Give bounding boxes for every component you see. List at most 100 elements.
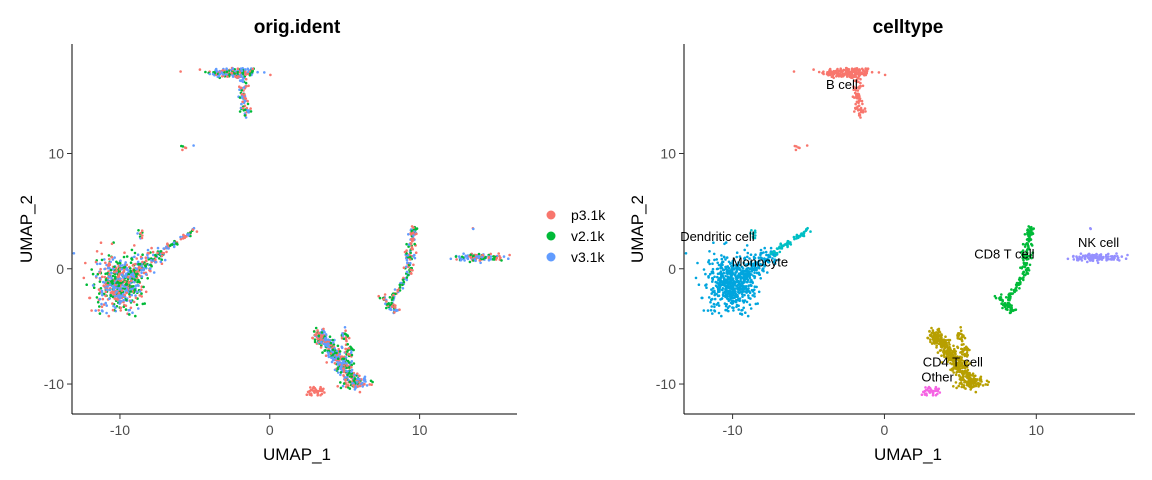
point-v3-1k bbox=[224, 73, 228, 76]
point-cd4-t-cell bbox=[960, 339, 964, 343]
point-monocyte bbox=[745, 280, 749, 284]
point-monocyte bbox=[753, 268, 756, 272]
point-monocyte bbox=[717, 263, 721, 267]
point-v3-1k bbox=[137, 284, 140, 288]
point-monocyte bbox=[736, 280, 740, 284]
point-p3-1k bbox=[119, 306, 123, 310]
point-p3-1k bbox=[145, 259, 148, 263]
point-p3-1k bbox=[410, 247, 413, 251]
point-nk-cell bbox=[1080, 259, 1084, 262]
point-monocyte bbox=[734, 298, 738, 302]
point-p3-1k bbox=[140, 295, 143, 298]
point-v3-1k bbox=[118, 299, 121, 303]
point-cd8-t-cell bbox=[1001, 300, 1004, 303]
point-p3-1k bbox=[319, 338, 323, 342]
point-v3-1k bbox=[98, 276, 102, 280]
point-monocyte bbox=[710, 271, 714, 275]
point-p3-1k bbox=[179, 237, 183, 241]
point-dendritic-cell bbox=[786, 244, 789, 248]
cluster-labels: B cell CD4 T cell CD8 T cell Dendritic cell… bbox=[680, 77, 1119, 385]
point-v2-1k bbox=[342, 382, 346, 385]
point-cd4-t-cell bbox=[952, 371, 955, 374]
point-dendritic-cell bbox=[753, 236, 757, 240]
point-v2-1k bbox=[352, 348, 355, 352]
point-p3-1k bbox=[269, 73, 272, 77]
point-monocyte bbox=[742, 261, 746, 265]
point-p3-1k bbox=[133, 244, 136, 247]
point-p3-1k bbox=[141, 234, 144, 237]
point-b-cell bbox=[855, 95, 858, 98]
point-v2-1k bbox=[345, 366, 348, 370]
point-cd4-t-cell bbox=[956, 346, 960, 350]
point-v2-1k bbox=[336, 357, 340, 361]
point-p3-1k bbox=[102, 284, 105, 288]
point-nk-cell bbox=[1076, 258, 1080, 262]
point-v3-1k bbox=[172, 241, 176, 244]
x-tick-label: 10 bbox=[412, 422, 428, 438]
point-v3-1k bbox=[118, 302, 121, 305]
x-tick-label: -10 bbox=[110, 422, 130, 438]
point-v3-1k bbox=[136, 232, 139, 235]
point-cd4-t-cell bbox=[954, 373, 958, 377]
point-other bbox=[936, 392, 939, 396]
point-v3-1k bbox=[144, 272, 148, 276]
point-monocyte bbox=[749, 253, 753, 256]
point-v2-1k bbox=[123, 266, 126, 269]
point-b-cell bbox=[858, 108, 861, 111]
point-v2-1k bbox=[320, 331, 324, 334]
point-v2-1k bbox=[346, 373, 349, 377]
point-cd4-t-cell bbox=[948, 343, 951, 346]
point-v2-1k bbox=[96, 272, 100, 276]
point-v3-1k bbox=[98, 297, 102, 301]
point-b-cell bbox=[850, 75, 854, 78]
point-v2-1k bbox=[335, 351, 338, 355]
point-monocyte bbox=[725, 265, 729, 269]
point-p3-1k bbox=[123, 293, 126, 297]
point-monocyte bbox=[705, 286, 708, 290]
point-p3-1k bbox=[110, 255, 114, 259]
point-monocyte bbox=[772, 260, 776, 264]
point-v2-1k bbox=[407, 245, 410, 248]
point-v3-1k bbox=[112, 304, 115, 308]
point-monocyte bbox=[702, 309, 706, 312]
point-dendritic-cell bbox=[750, 229, 753, 232]
point-b-cell bbox=[857, 112, 861, 115]
point-v2-1k bbox=[169, 244, 172, 247]
point-monocyte bbox=[753, 275, 757, 278]
point-v2-1k bbox=[111, 274, 115, 278]
point-cd8-t-cell bbox=[1028, 226, 1032, 229]
point-v3-1k bbox=[389, 307, 392, 311]
point-v3-1k bbox=[108, 283, 112, 286]
point-p3-1k bbox=[412, 263, 415, 267]
point-cd8-t-cell bbox=[1010, 306, 1013, 309]
point-p3-1k bbox=[236, 67, 240, 70]
point-other bbox=[925, 392, 928, 396]
point-monocyte bbox=[713, 293, 716, 297]
point-p3-1k bbox=[113, 270, 116, 274]
point-v3-1k bbox=[405, 270, 409, 274]
point-monocyte bbox=[718, 272, 722, 275]
point-cd8-t-cell bbox=[1004, 296, 1008, 299]
point-nk-cell bbox=[1079, 252, 1083, 255]
point-monocyte bbox=[751, 266, 754, 270]
point-monocyte bbox=[741, 295, 744, 299]
point-v3-1k bbox=[358, 378, 361, 381]
point-v3-1k bbox=[340, 346, 344, 350]
point-dendritic-cell bbox=[769, 251, 772, 255]
point-v2-1k bbox=[472, 254, 475, 257]
point-v3-1k bbox=[263, 71, 266, 74]
point-monocyte bbox=[709, 309, 713, 312]
point-monocyte bbox=[726, 277, 730, 280]
point-b-cell bbox=[877, 71, 881, 74]
point-b-cell bbox=[861, 84, 865, 88]
point-v2-1k bbox=[313, 338, 317, 342]
x-axis-title: UMAP_1 bbox=[874, 445, 942, 464]
point-b-cell bbox=[870, 70, 874, 74]
point-v2-1k bbox=[181, 145, 185, 148]
y-tick-label: 0 bbox=[668, 261, 676, 277]
point-b-cell bbox=[853, 96, 856, 99]
point-v3-1k bbox=[96, 262, 99, 266]
point-p3-1k bbox=[405, 249, 408, 252]
point-v3-1k bbox=[242, 86, 246, 89]
